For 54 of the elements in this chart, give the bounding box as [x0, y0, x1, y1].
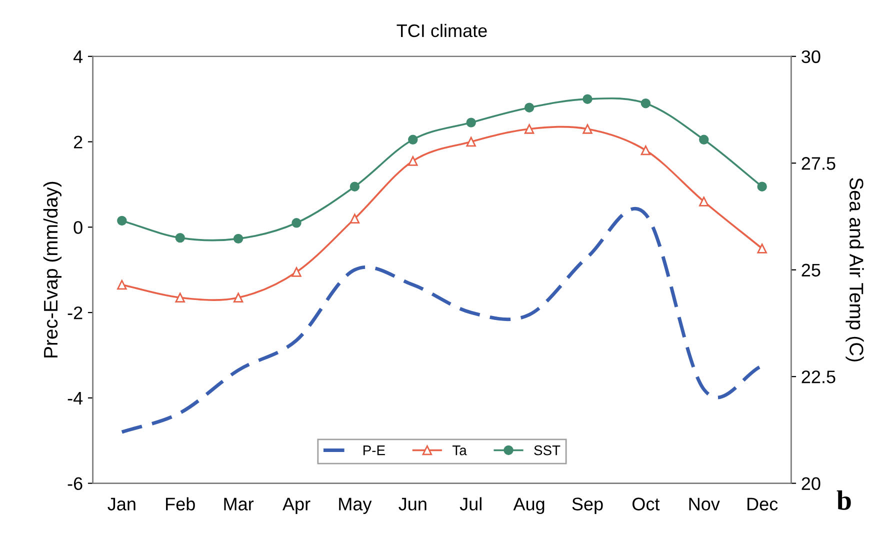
point — [524, 124, 534, 134]
point — [582, 124, 592, 134]
x-tick-label: May — [339, 498, 372, 514]
point — [292, 267, 302, 277]
legend-label: P-E — [364, 446, 385, 456]
x-tick-label: Feb — [166, 497, 195, 510]
point — [757, 244, 767, 254]
x-tick-label: Nov — [689, 498, 720, 510]
x-tick-label: Oct — [632, 498, 660, 510]
point — [233, 234, 244, 244]
y-tick-label: 4 — [73, 50, 83, 63]
y2-tick-label: 20 — [802, 477, 820, 490]
point — [524, 102, 534, 112]
point — [408, 156, 418, 166]
y-tick-label: -2 — [68, 306, 82, 320]
x-tick-label: Jun — [398, 498, 426, 510]
y2-tick-label: 30 — [802, 50, 820, 64]
y-tick-label: 0 — [74, 221, 82, 234]
legend-label: SST — [534, 445, 560, 456]
point — [466, 136, 476, 147]
y2-tick-label: 27.5 — [802, 157, 836, 170]
point — [757, 182, 767, 192]
x-tick-label: Aug — [513, 498, 544, 514]
point — [408, 134, 418, 144]
point — [640, 98, 651, 108]
point — [640, 145, 651, 156]
chart-title: TCI climate — [396, 24, 487, 38]
point — [233, 292, 244, 302]
point — [175, 292, 185, 302]
y-tick-label: -6 — [68, 477, 82, 490]
y-tick-label: -4 — [68, 392, 83, 404]
x-tick-label: Apr — [282, 498, 310, 514]
x-tick-label: Jul — [460, 497, 482, 510]
y2-tick-label: 25 — [802, 264, 820, 277]
y-tick-label: 2 — [74, 136, 82, 148]
text: b — [836, 490, 851, 510]
point — [350, 182, 360, 192]
legend-label: Ta — [452, 446, 467, 456]
point — [699, 196, 709, 206]
point — [350, 214, 360, 224]
x-tick-label: Sep — [572, 498, 603, 514]
point — [699, 134, 709, 144]
point — [292, 218, 302, 228]
point — [582, 94, 592, 104]
x-tick-label: Dec — [748, 498, 778, 510]
y2-axis-title: Sea and Air Temp (C) — [846, 178, 864, 362]
point — [117, 216, 127, 226]
x-tick-label: Mar — [224, 498, 254, 510]
x-tick-label: Jan — [108, 498, 136, 510]
y-axis-title: Prec-Evap (mm/day) — [43, 182, 62, 358]
y2-tick-label: 22.5 — [802, 370, 836, 384]
point — [466, 118, 476, 128]
point — [175, 232, 185, 243]
point — [117, 280, 127, 290]
